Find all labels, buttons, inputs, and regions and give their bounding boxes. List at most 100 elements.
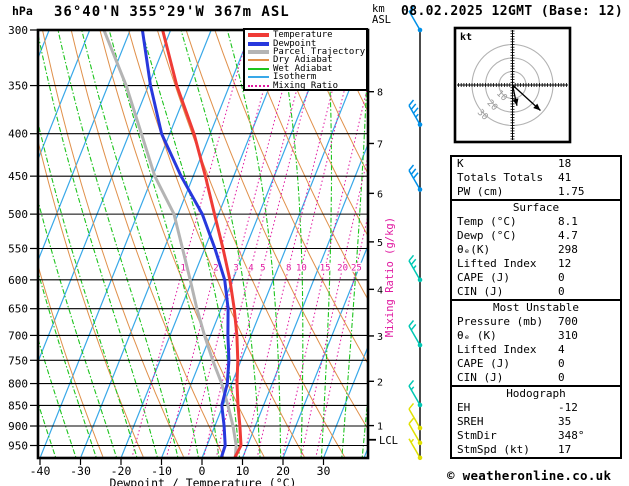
mixing-ratio-value-label: 3 [233,264,238,274]
stat-label: SREH [457,415,484,428]
stat-row: SREH 35 [452,415,620,429]
stat-row: CIN (J) 0 [452,371,620,385]
stat-label: K [457,157,464,170]
stat-row: CAPE (J) 0 [452,271,620,285]
pressure-axis-unit-label: hPa [12,4,33,18]
stat-row: StmSpd (kt) 17 [452,443,620,457]
stat-label: CIN (J) [457,371,504,384]
stat-row: CAPE (J) 0 [452,357,620,371]
copyright-credit: © weatheronline.co.uk [447,468,612,483]
stat-row: CIN (J) 0 [452,285,620,299]
wind-barb-column [408,4,423,461]
km-tick-label: 7 [377,139,383,150]
wind-barb [408,402,423,431]
stat-value: 348° [558,429,585,442]
stat-row: Temp (°C) 8.1 [452,215,620,229]
stat-box-surface: Surface Temp (°C) 8.1 Dewp (°C) 4.7 θₑ(K) 298 L… [450,199,622,301]
legend-label: Temperature [273,30,333,41]
stats-panel: K 18 Totals Totals 41 PW (cm) 1.75 Surface Temp… [450,155,622,459]
parcel-trajectory-line [102,30,238,458]
stat-row: θₑ(K) 298 [452,243,620,257]
stat-label: Lifted Index [457,257,537,270]
stat-row: K 18 [452,157,620,171]
stat-value: -12 [558,401,578,414]
temperature-axis: -40 -30 -20 -10 0 10 20 30 Dewpoint / Temperatur… [30,458,330,486]
stat-row: PW (cm) 1.75 [452,185,620,199]
stat-value: 35 [558,415,572,428]
legend-label: Isotherm [273,72,317,83]
wind-barb [408,438,423,461]
hodograph-unit-label: kt [460,32,472,43]
pressure-tick-label: 400 [8,128,28,141]
lcl-label: LCL [379,435,398,447]
stat-label: CAPE (J) [457,271,510,284]
legend-item-parcel-trajectory: Parcel Trajectory [248,47,366,56]
stat-label: Pressure (mb) [457,315,544,328]
mixing-ratio-value-label: 1 [181,264,186,274]
stat-label: CAPE (J) [457,357,510,370]
stat-value: 0 [558,357,565,370]
datetime-label: 08.02.2025 12GMT (Base: 12) [401,4,624,19]
stat-label: EH [457,401,471,414]
km-tick-label: 5 [377,238,383,249]
mixing-ratio-value-label: 25 [351,264,362,274]
pressure-tick-label: 300 [8,24,28,37]
stat-row: Dewp (°C) 4.7 [452,229,620,243]
pressure-axis: 300 350 400 450 500 550 600 650 700 750 800 850 900 9… [8,24,38,452]
stat-value: 4.7 [558,229,578,242]
pressure-tick-label: 700 [8,329,28,342]
legend-swatch-icon [248,67,269,70]
temperature-tick-label: -40 [30,464,51,478]
stat-row: Pressure (mb) 700 [452,315,620,329]
legend-label: Mixing Ratio [273,80,339,91]
stat-box-title: Surface [512,201,560,214]
temperature-tick-label: 10 [236,464,250,478]
stat-value: 0 [558,285,565,298]
wind-barb [408,379,423,408]
stat-value: 0 [558,271,565,284]
pressure-tick-label: 900 [8,420,28,433]
legend-label: Dry Adiabat [273,55,333,66]
legend-item-wet-adiabat: Wet Adiabat [248,63,366,74]
hodograph-vector-arrow [533,103,541,111]
mixing-ratio-labels: 1 2 3 4 5 8 10 15 20 25 [179,262,363,275]
lcl-marker: LCL [368,435,398,447]
mixing-ratio-value-label: 10 [296,264,307,274]
mixing-ratio-value-label: 5 [260,264,265,274]
stat-value: 17 [558,443,572,456]
stat-value: 1.75 [558,185,585,198]
legend-item-temperature: Temperature [248,30,366,41]
mixing-ratio-value-label: 20 [337,264,348,274]
temperature-tick-label: 0 [199,464,206,478]
wind-barb [408,254,423,283]
legend-swatch-icon [248,76,269,79]
stat-row: θₑ (K) 310 [452,329,620,343]
legend-label: Wet Adiabat [273,63,333,74]
stat-value: 310 [558,329,578,342]
pressure-tick-label: 950 [8,439,28,452]
stat-value: 700 [558,315,578,328]
pressure-tick-label: 500 [8,208,28,221]
dewpoint-line [140,30,231,458]
stat-label: Lifted Index [457,343,537,356]
pressure-tick-label: 800 [8,378,28,391]
km-tick-label: 8 [377,88,383,99]
km-tick-label: 2 [377,377,383,388]
stat-label: Dewp (°C) [457,229,517,242]
stat-row: Totals Totals 41 [452,171,620,185]
legend-swatch-icon [248,33,269,38]
legend-swatch-icon [248,49,269,54]
legend-swatch-icon [248,84,269,87]
pressure-tick-label: 550 [8,242,28,255]
legend-item-isotherm: Isotherm [248,72,366,83]
wind-barb [408,4,423,33]
pressure-tick-label: 350 [8,80,28,93]
stat-label: θₑ (K) [457,329,497,342]
stat-value: 8.1 [558,215,578,228]
km-tick-label: 3 [377,332,383,343]
stat-row: EH -12 [452,401,620,415]
stat-label: CIN (J) [457,285,504,298]
km-tick-label: 4 [377,285,383,296]
